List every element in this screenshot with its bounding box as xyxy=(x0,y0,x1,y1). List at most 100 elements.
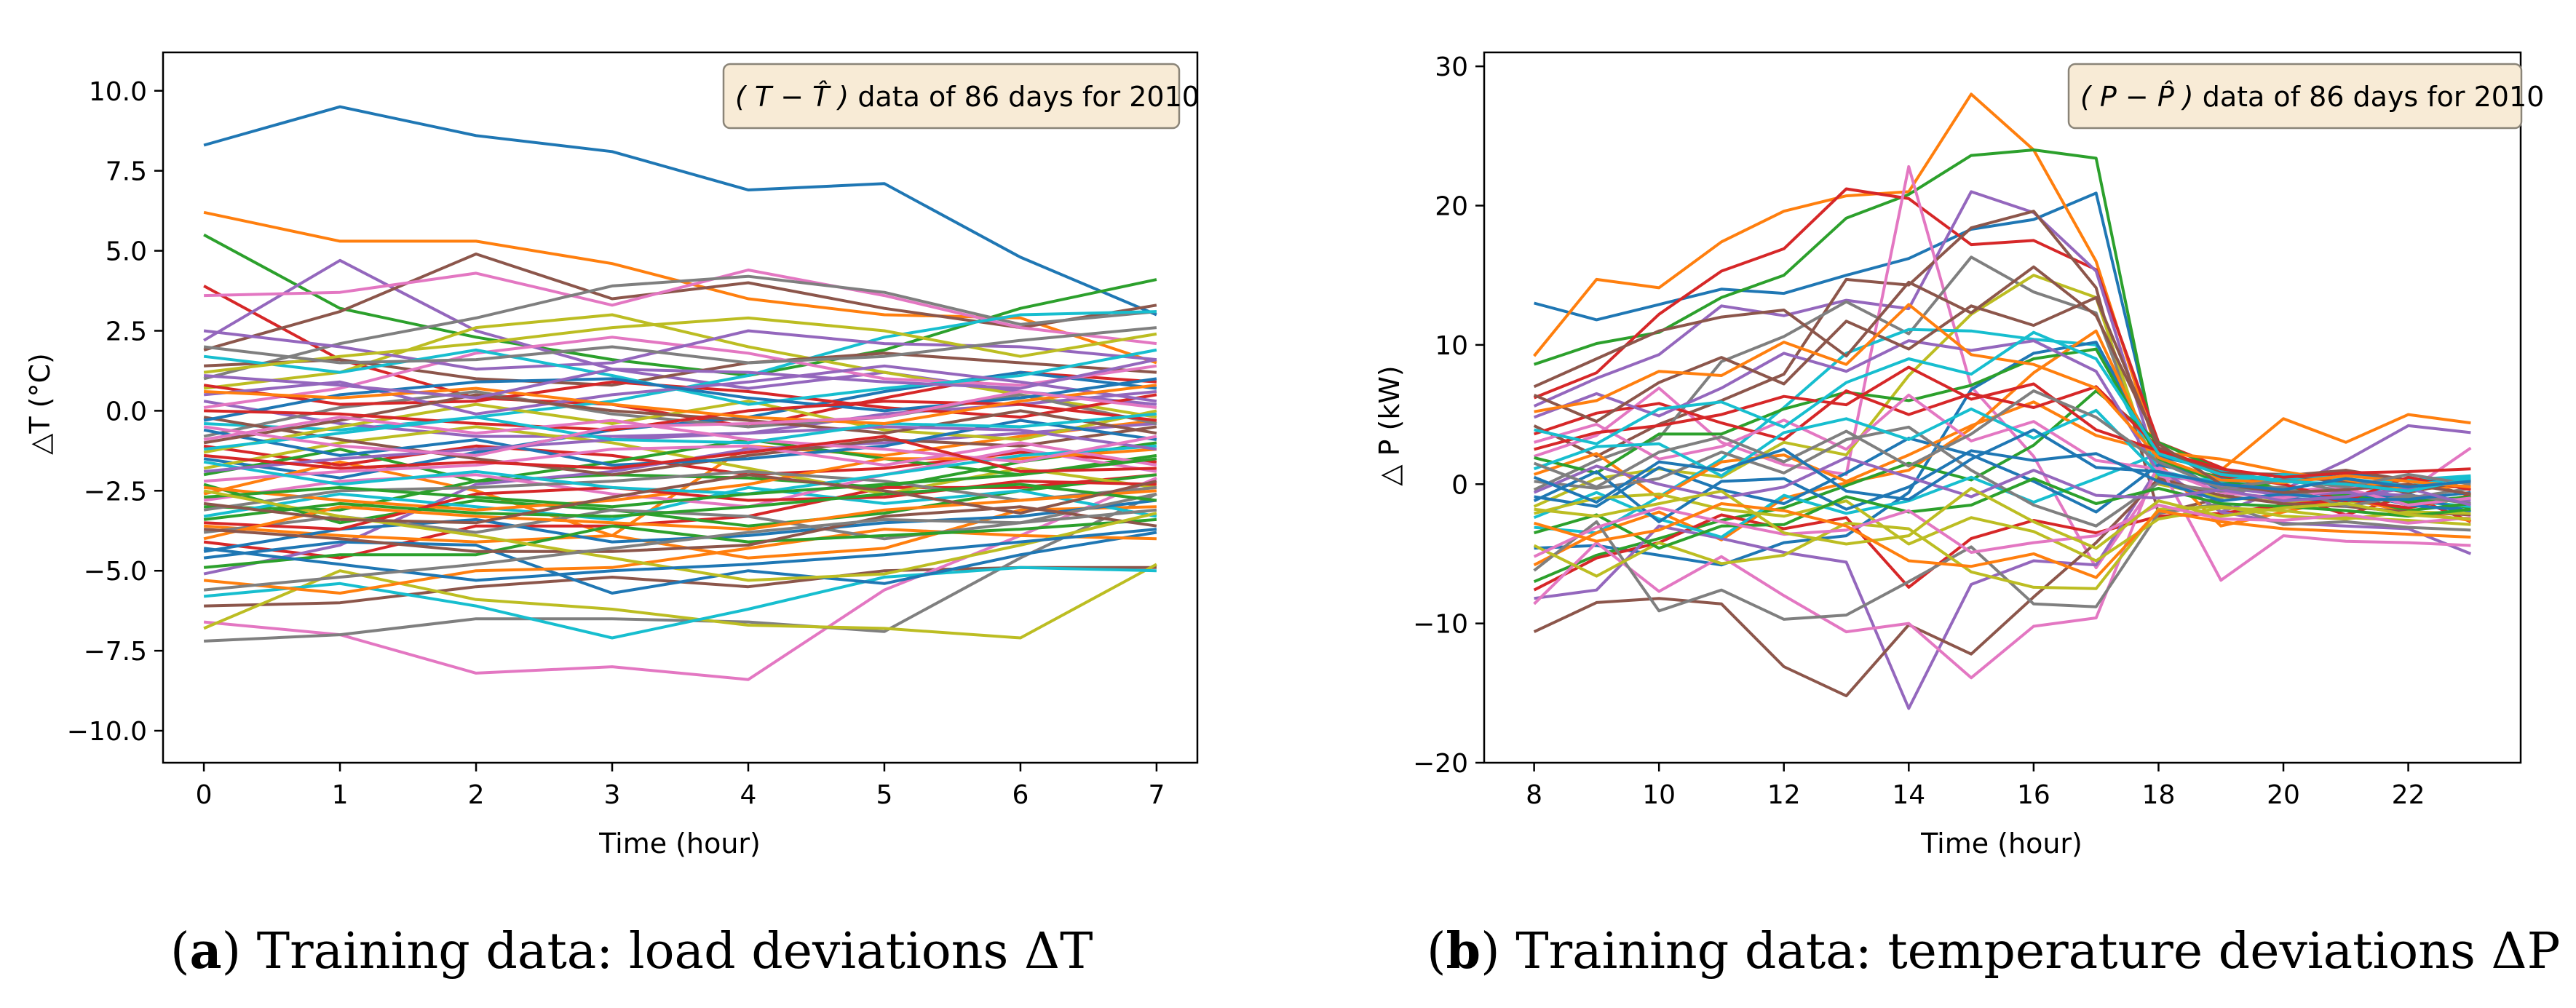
panel-label-b: b xyxy=(1446,922,1481,980)
x-tick-label-b: 10 xyxy=(1642,780,1676,810)
series-line-a-51 xyxy=(203,377,1157,422)
series-line-a-14 xyxy=(203,473,1157,560)
y-tick-label-a: −2.5 xyxy=(84,477,147,507)
series-line-a-64 xyxy=(203,434,1157,473)
series-line-a-68 xyxy=(203,508,1157,592)
y-axis-label-a: △T (°C) xyxy=(24,353,56,455)
series-line-b-37 xyxy=(1533,504,2471,558)
y-tick-label-b: −10 xyxy=(1413,610,1468,640)
series-line-b-31 xyxy=(1533,449,2471,523)
series-line-a-44 xyxy=(204,480,1157,531)
series-line-a-49 xyxy=(203,316,1157,374)
series-line-b-33 xyxy=(1534,477,2471,550)
series-line-a-30 xyxy=(203,485,1157,521)
series-group-a xyxy=(203,105,1157,681)
series-line-a-60 xyxy=(203,412,1157,451)
x-axis-label-a: Time (hour) xyxy=(598,828,761,860)
series-line-a-3 xyxy=(203,233,1157,377)
series-line-a-53 xyxy=(203,457,1157,509)
series-line-a-1 xyxy=(203,105,1157,317)
series-line-a-6 xyxy=(203,253,1157,352)
x-tick-label-a: 4 xyxy=(740,780,757,810)
series-line-a-7 xyxy=(204,269,1157,346)
x-tick-label-a: 7 xyxy=(1148,780,1165,810)
series-line-a-31 xyxy=(203,499,1157,553)
series-line-a-33 xyxy=(203,438,1157,483)
series-line-a-40 xyxy=(203,348,1157,406)
caption-b: (b) Training data: temperature deviation… xyxy=(1427,922,2560,980)
series-line-b-7 xyxy=(1533,164,2472,570)
legend-label-a: data of 86 days for 2010 xyxy=(849,81,1200,113)
legend-formula-b: ( P − P̂ ) xyxy=(2080,81,2194,113)
legend-text-a: ( T − T̂ ) data of 86 days for 2010 xyxy=(735,81,1200,113)
ticks-b: 8 10 12 14 16 18 20 22 30 20 10 0 −10 −20 xyxy=(1413,52,2425,810)
series-group-b xyxy=(1533,92,2472,710)
y-tick-label-a: 2.5 xyxy=(106,317,147,346)
series-line-a-55 xyxy=(203,425,1157,473)
y-tick-label-a: 5.0 xyxy=(106,237,147,267)
series-line-b-2 xyxy=(1533,92,2471,472)
series-line-a-65 xyxy=(203,358,1157,400)
series-line-b-17 xyxy=(1533,461,2471,680)
series-line-b-18 xyxy=(1533,502,2471,621)
series-line-a-63 xyxy=(203,483,1157,521)
series-line-a-11 xyxy=(203,370,1157,480)
x-tick-label-b: 16 xyxy=(2017,780,2050,810)
y-tick-label-a: 0.0 xyxy=(106,397,147,426)
legend-box-a xyxy=(722,63,1181,130)
series-line-b-34 xyxy=(1534,365,2471,479)
y-tick-label-a: −7.5 xyxy=(84,637,147,667)
y-tick-label-b: −20 xyxy=(1413,749,1468,779)
series-line-a-39 xyxy=(203,400,1157,454)
caption-a: (a) Training data: load deviations ΔT xyxy=(170,922,1093,980)
x-tick-label-b: 8 xyxy=(1526,780,1542,810)
series-line-a-57 xyxy=(203,416,1157,464)
y-tick-label-a: 10.0 xyxy=(89,77,147,107)
series-line-a-21 xyxy=(203,531,1157,595)
series-line-a-52 xyxy=(203,489,1157,541)
series-line-a-66 xyxy=(203,473,1157,525)
series-line-b-39 xyxy=(1534,487,2471,550)
series-line-a-32 xyxy=(203,528,1157,595)
x-tick-label-a: 6 xyxy=(1012,780,1029,810)
series-line-a-41 xyxy=(203,418,1157,467)
x-tick-label-a: 3 xyxy=(604,780,621,810)
series-line-b-32 xyxy=(1534,303,2471,489)
panel-a: 0 1 2 3 4 5 6 7 10.0 7.5 5.0 2.5 0.0 −2.5 −5.0 −7.5 −10.… xyxy=(24,51,1200,980)
series-line-b-41 xyxy=(1533,428,2471,504)
y-tick-label-b: 30 xyxy=(1435,52,1468,82)
legend-b: ( P − P̂ ) data of 86 days for 2010 xyxy=(2067,63,2544,130)
series-line-a-35 xyxy=(203,329,1157,371)
legend-text-b: ( P − P̂ ) data of 86 days for 2010 xyxy=(2080,81,2544,113)
x-tick-label-a: 1 xyxy=(332,780,349,810)
series-line-a-43 xyxy=(203,517,1157,569)
series-line-a-27 xyxy=(203,336,1157,409)
x-tick-label-b: 18 xyxy=(2142,780,2176,810)
x-tick-label-b: 22 xyxy=(2392,780,2425,810)
series-line-a-62 xyxy=(204,384,1157,425)
series-line-a-47 xyxy=(203,441,1157,483)
y-tick-label-b: 20 xyxy=(1435,192,1468,222)
series-line-a-9 xyxy=(203,313,1157,419)
x-tick-label-a: 2 xyxy=(468,780,485,810)
axes-frame-b xyxy=(1483,51,2522,764)
series-line-b-35 xyxy=(1533,456,2471,507)
x-tick-label-b: 12 xyxy=(1767,780,1801,810)
legend-a: ( T − T̂ ) data of 86 days for 2010 xyxy=(722,63,1200,130)
y-tick-label-a: −10.0 xyxy=(67,717,147,747)
legend-box-b xyxy=(2067,63,2523,130)
x-tick-label-b: 20 xyxy=(2267,780,2300,810)
series-line-a-20 xyxy=(203,565,1157,640)
legend-label-b: data of 86 days for 2010 xyxy=(2194,81,2545,113)
ticks-a: 0 1 2 3 4 5 6 7 10.0 7.5 5.0 2.5 0.0 −2.5 −5.0 −7.5 −10.… xyxy=(67,77,1165,810)
panel-label-a: a xyxy=(190,922,222,980)
y-tick-label-a: 7.5 xyxy=(106,157,147,187)
x-axis-label-b: Time (hour) xyxy=(1920,828,2082,860)
caption-text-a: Training data: load deviations ΔT xyxy=(241,923,1093,980)
y-tick-label-b: 0 xyxy=(1451,470,1468,500)
x-tick-label-b: 14 xyxy=(1892,780,1925,810)
axes-frame-a xyxy=(162,51,1199,764)
series-line-a-67 xyxy=(203,390,1157,457)
series-line-a-58 xyxy=(203,326,1157,365)
